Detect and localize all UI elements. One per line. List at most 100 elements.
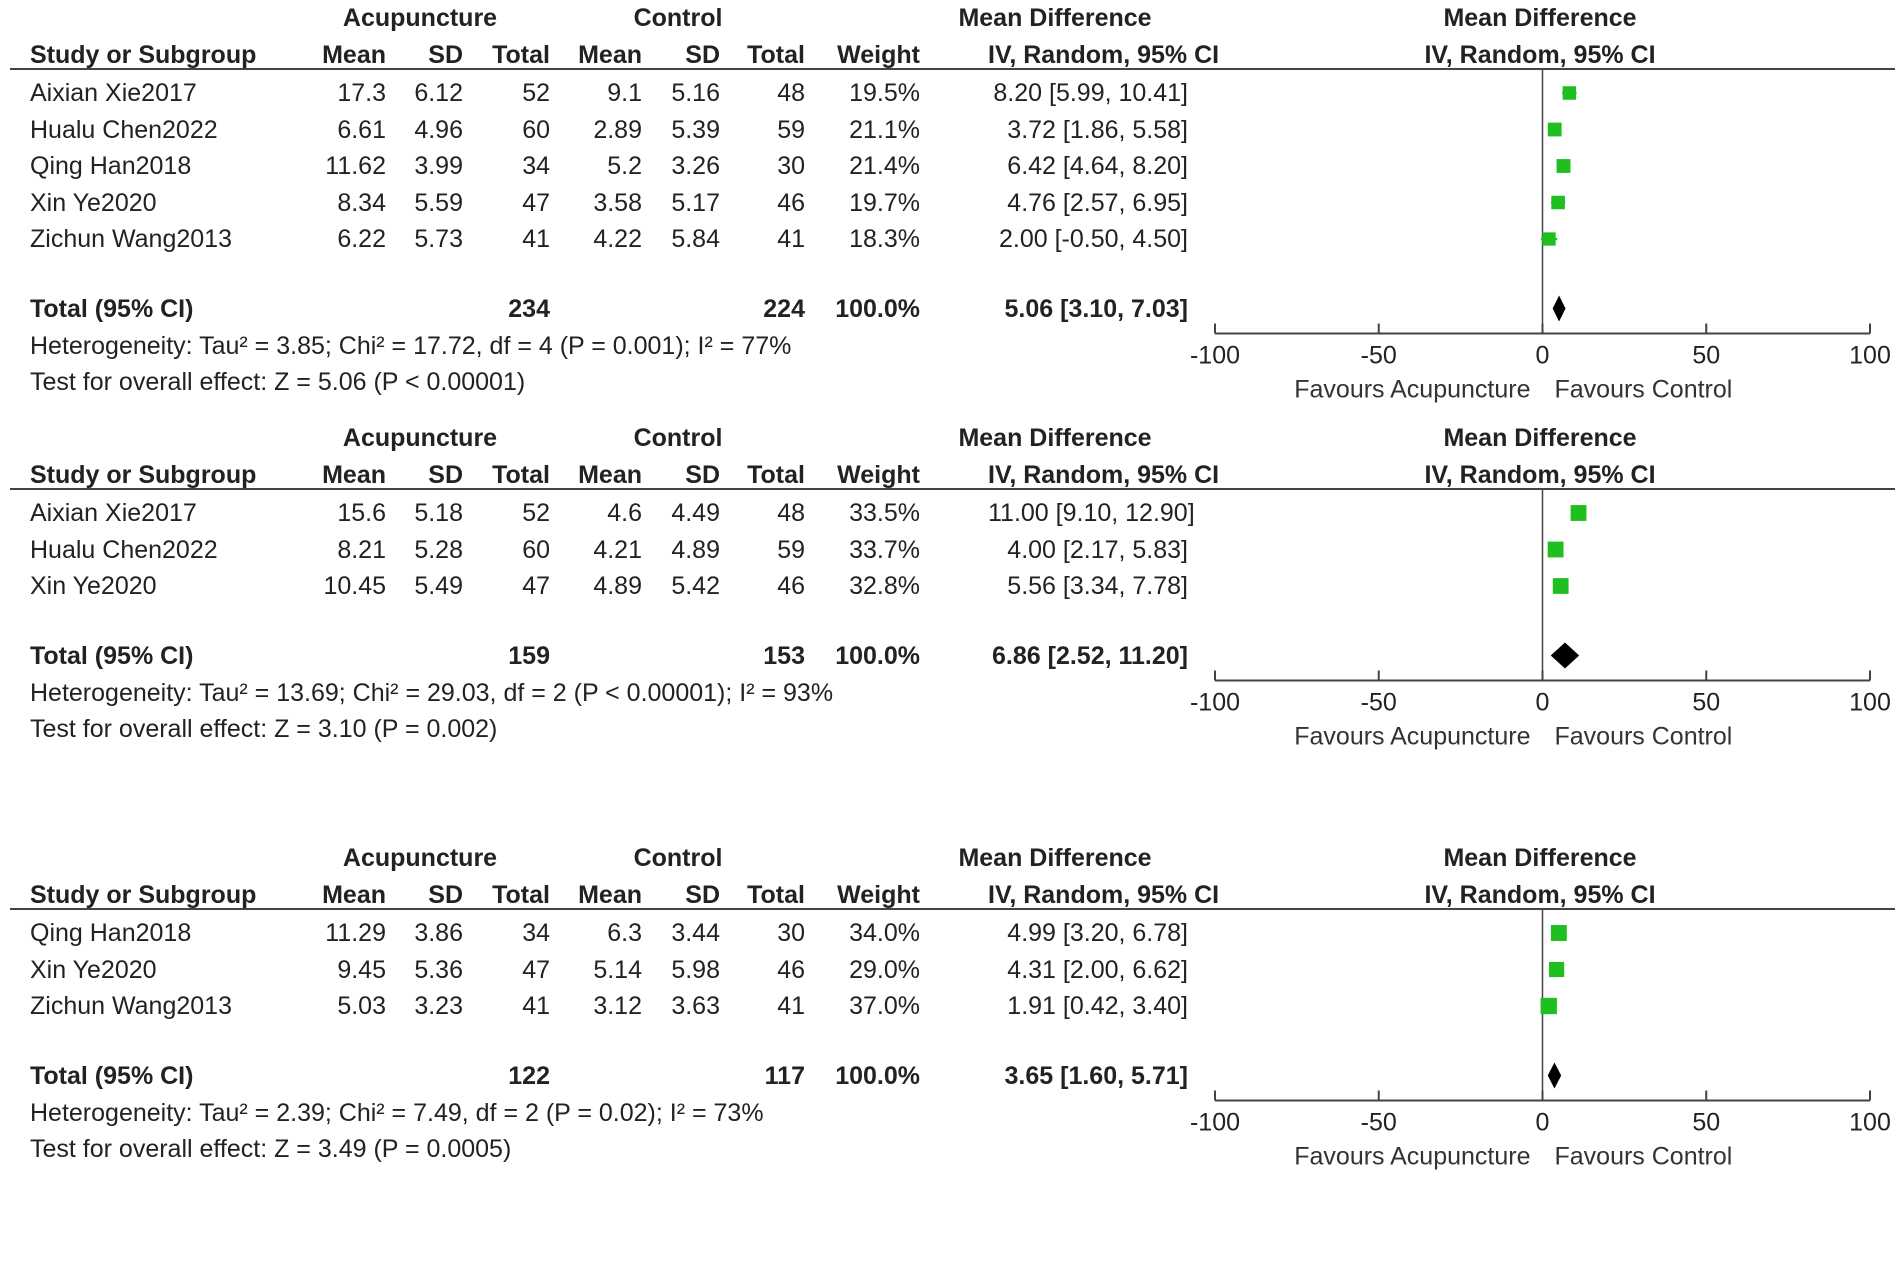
plot-header-mean-difference: Mean Difference (1443, 4, 1637, 32)
acupuncture-sd: 5.73 (414, 225, 463, 253)
col-header-a-mean: Mean (322, 881, 386, 909)
study-name: Aixian Xie2017 (30, 499, 197, 527)
acupuncture-total: 47 (522, 188, 550, 217)
study-weight: 29.0% (849, 955, 920, 984)
favours-acupuncture-label: Favours Acupuncture (1294, 723, 1530, 751)
x-tick-label: -50 (1361, 342, 1397, 370)
control-sd: 5.98 (671, 955, 720, 984)
control-mean: 5.2 (607, 152, 642, 180)
col-header-c-sd: SD (685, 881, 720, 909)
col-header-study: Study or Subgroup (30, 881, 257, 909)
study-effect-square (1570, 505, 1587, 521)
study-ci: 2.00 [-0.50, 4.50] (998, 225, 1188, 253)
plot-header-mean-difference: Mean Difference (1443, 844, 1637, 872)
acupuncture-sd: 5.28 (414, 535, 463, 564)
control-total: 41 (777, 992, 805, 1020)
col-header-c-mean: Mean (578, 461, 642, 489)
col-header-c-sd: SD (685, 41, 720, 69)
col-header-a-total: Total (492, 881, 550, 909)
plot-header-method: IV, Random, 95% CI (1424, 881, 1656, 909)
col-header-c-mean: Mean (578, 881, 642, 909)
col-header-study: Study or Subgroup (30, 41, 257, 69)
control-sd: 3.63 (671, 992, 720, 1020)
study-effect-square (1549, 961, 1565, 978)
x-tick-label: -50 (1361, 689, 1397, 717)
study-name: Qing Han2018 (30, 152, 192, 180)
control-total: 46 (777, 572, 805, 600)
total-control: 117 (764, 1061, 805, 1090)
forest-panel-3: Acupuncture Control Mean Difference Mean Di… (0, 840, 1901, 1260)
control-mean: 4.22 (593, 225, 642, 253)
overall-effect-text: Test for overall effect: Z = 5.06 (P < 0… (30, 367, 526, 396)
acupuncture-total: 52 (522, 79, 550, 107)
col-header-weight: Weight (837, 41, 920, 69)
control-total: 59 (777, 535, 805, 564)
control-sd: 5.39 (671, 115, 720, 144)
control-total: 48 (777, 499, 805, 527)
col-header-a-mean: Mean (322, 41, 386, 69)
total-ci: 5.06 [3.10, 7.03] (1004, 294, 1188, 323)
heterogeneity-text: Heterogeneity: Tau² = 2.39; Chi² = 7.49,… (30, 1098, 764, 1127)
study-ci: 3.72 [1.86, 5.58] (1007, 115, 1188, 144)
acupuncture-total: 47 (522, 955, 550, 984)
study-ci: 8.20 [5.99, 10.41] (993, 79, 1188, 107)
control-sd: 3.26 (671, 152, 720, 180)
study-weight: 21.1% (849, 115, 920, 144)
pooled-effect-diamond (1547, 1062, 1562, 1089)
control-total: 48 (777, 79, 805, 107)
heterogeneity-text: Heterogeneity: Tau² = 3.85; Chi² = 17.72… (30, 331, 792, 360)
study-weight: 33.5% (849, 499, 920, 527)
x-tick-label: 50 (1692, 342, 1720, 370)
acupuncture-sd: 5.49 (414, 572, 463, 600)
acupuncture-sd: 6.12 (414, 79, 463, 107)
col-header-a-total: Total (492, 461, 550, 489)
acupuncture-mean: 8.21 (337, 535, 386, 564)
group-header-control: Control (633, 424, 723, 452)
total-label: Total (95% CI) (30, 1061, 194, 1090)
acupuncture-mean: 17.3 (337, 79, 386, 107)
x-tick-label: -50 (1361, 1109, 1397, 1137)
study-weight: 19.7% (849, 188, 920, 217)
plot-header-mean-difference: Mean Difference (1443, 424, 1637, 452)
col-header-c-total: Total (747, 881, 805, 909)
study-weight: 21.4% (849, 152, 920, 180)
heterogeneity-text: Heterogeneity: Tau² = 13.69; Chi² = 29.0… (30, 678, 834, 707)
study-ci: 4.76 [2.57, 6.95] (1007, 188, 1188, 217)
control-total: 59 (777, 115, 805, 144)
x-tick-label: 100 (1849, 1109, 1891, 1137)
control-mean: 2.89 (593, 115, 642, 144)
col-header-c-total: Total (747, 461, 805, 489)
favours-acupuncture-label: Favours Acupuncture (1294, 1143, 1530, 1171)
col-header-c-sd: SD (685, 461, 720, 489)
acupuncture-mean: 6.22 (337, 225, 386, 253)
x-tick-label: 0 (1536, 689, 1550, 717)
study-effect-square (1550, 925, 1567, 941)
acupuncture-total: 41 (522, 992, 550, 1020)
study-name: Xin Ye2020 (30, 188, 157, 217)
control-mean: 4.89 (593, 572, 642, 600)
forest-panel-1: Acupuncture Control Mean Difference Mean Di… (0, 0, 1901, 420)
total-label: Total (95% CI) (30, 294, 194, 323)
col-header-method: IV, Random, 95% CI (988, 41, 1220, 69)
acupuncture-mean: 15.6 (337, 499, 386, 527)
header-rule (10, 68, 1895, 70)
col-header-weight: Weight (837, 461, 920, 489)
group-header-acupuncture: Acupuncture (342, 424, 498, 452)
study-name: Aixian Xie2017 (30, 79, 197, 107)
col-header-a-mean: Mean (322, 461, 386, 489)
total-control: 153 (763, 641, 805, 670)
study-effect-square (1547, 122, 1562, 137)
x-tick-label: 100 (1849, 342, 1891, 370)
col-header-a-total: Total (492, 41, 550, 69)
total-label: Total (95% CI) (30, 641, 194, 670)
total-weight: 100.0% (835, 294, 920, 323)
control-total: 30 (777, 152, 805, 180)
study-weight: 32.8% (849, 572, 920, 600)
acupuncture-sd: 4.96 (414, 115, 463, 144)
control-sd: 5.42 (671, 572, 720, 600)
study-weight: 34.0% (849, 919, 920, 947)
control-mean: 9.1 (607, 79, 642, 107)
acupuncture-mean: 6.61 (337, 115, 386, 144)
control-mean: 4.21 (593, 535, 642, 564)
study-weight: 37.0% (849, 992, 920, 1020)
